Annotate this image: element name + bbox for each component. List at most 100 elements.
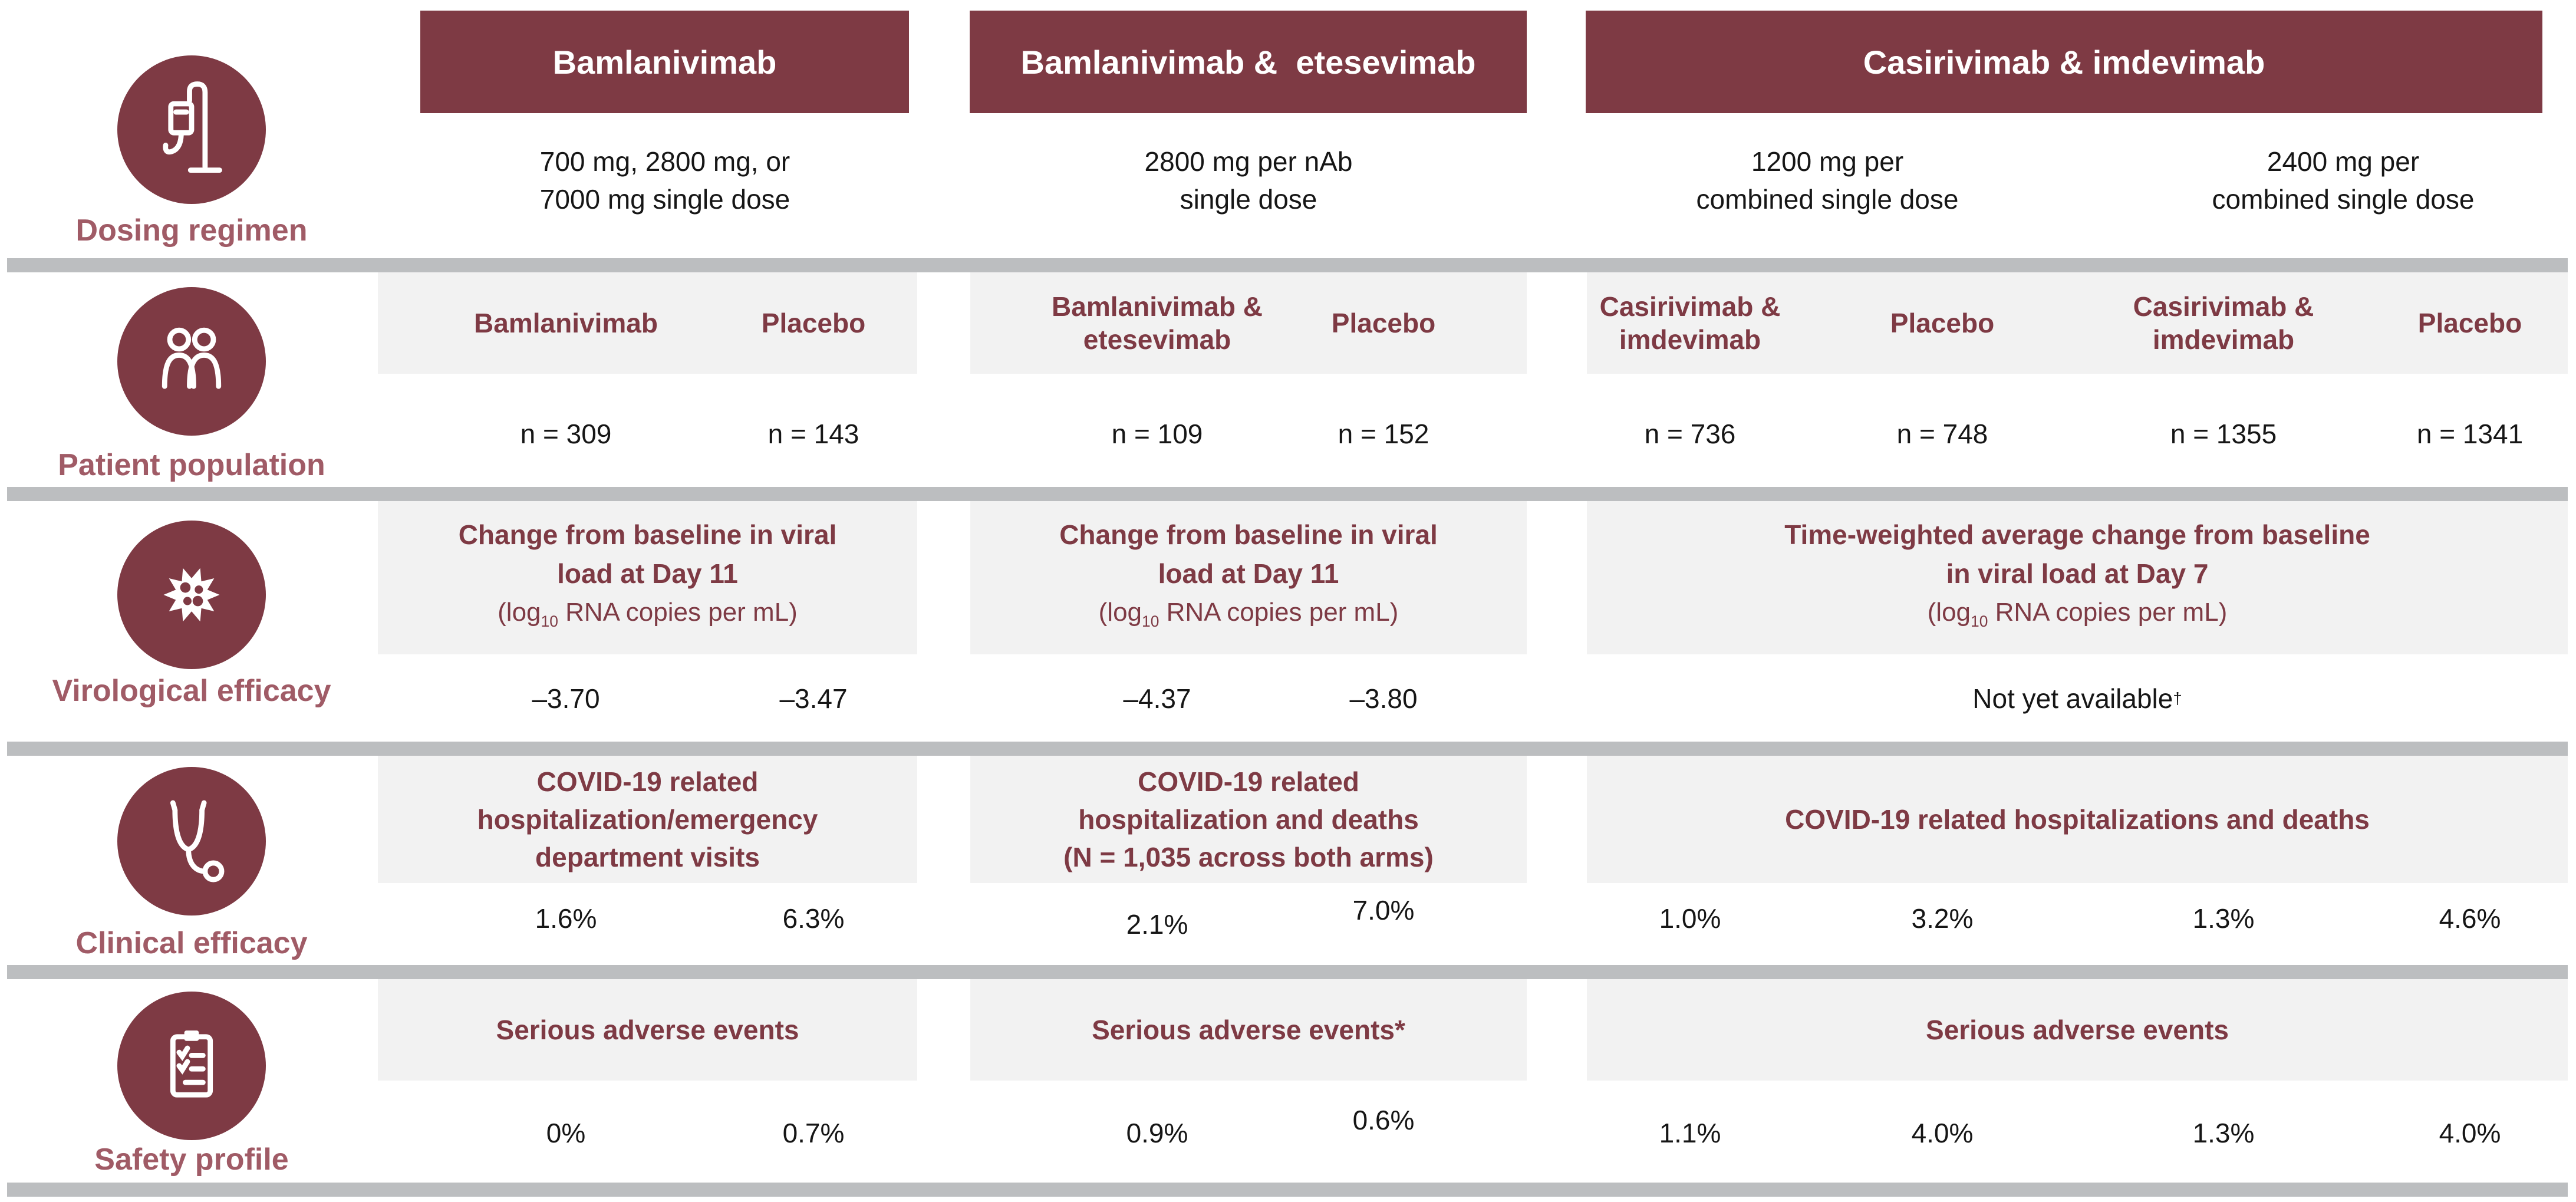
virological-value: –4.37	[1123, 683, 1191, 714]
clinical-value: 1.0%	[1659, 903, 1721, 934]
iv-drip-stand-icon	[163, 81, 222, 173]
population-value: n = 143	[767, 419, 859, 449]
outcome-unit: (log10 RNA copies per mL)	[1098, 597, 1399, 630]
virological-value: –3.70	[532, 683, 600, 714]
outcome-line: Serious adverse events	[1926, 1015, 2229, 1045]
clinical-value: 1.6%	[535, 903, 597, 934]
stethoscope-icon	[170, 800, 225, 882]
patient-group-icon	[117, 287, 266, 436]
outcome-line: COVID-19 related	[1138, 766, 1359, 797]
row-label-dosing: Dosing regimen	[75, 213, 308, 248]
outcome-line: Serious adverse events	[496, 1015, 799, 1045]
dagger-footnote-mark: †	[2173, 689, 2182, 707]
dose-line: 1200 mg per	[1751, 146, 1904, 177]
panel	[378, 979, 917, 1081]
pending-text: Not yet available	[1972, 683, 2173, 714]
outcome-line: in viral load at Day 7	[1946, 558, 2209, 589]
population-value: n = 309	[520, 419, 612, 449]
arm-header-line: Bamlanivimab	[474, 308, 658, 338]
outcome-line: Serious adverse events*	[1092, 1015, 1405, 1045]
outcome-line: Time-weighted average change from baseli…	[1784, 519, 2370, 550]
arm-header: Bamlanivimab	[442, 272, 690, 374]
panel	[1587, 272, 2568, 374]
arm-header-line: Placebo	[1890, 308, 1995, 338]
dose-line: combined single dose	[1696, 184, 1959, 215]
panel	[970, 272, 1527, 374]
dose-line: 7000 mg single dose	[539, 184, 790, 215]
row-divider	[7, 1183, 2568, 1197]
dose-cell: 2800 mg per nAb single dose	[1042, 143, 1455, 218]
clinical-value: 6.3%	[782, 903, 845, 934]
dose-line: 2400 mg per	[2267, 146, 2420, 177]
dose-cell: 700 mg, 2800 mg, or 7000 mg single dose	[459, 143, 871, 218]
iv-drip-stand-icon	[117, 55, 266, 204]
arm-header-line: Placebo	[2417, 308, 2522, 338]
group-header-bamlanivimab: Bamlanivimab	[420, 11, 909, 113]
patient-group-icon	[162, 327, 222, 389]
virological-outcome-heading: Change from baseline in viral load at Da…	[970, 501, 1527, 654]
population-value: n = 152	[1338, 419, 1429, 449]
arm-header-line: imdevimab	[2152, 324, 2295, 355]
arm-header: Placebo	[690, 272, 937, 374]
clinical-outcome-heading: COVID-19 related hospitalization and dea…	[970, 756, 1527, 883]
row-divider	[7, 742, 2568, 756]
virus-icon	[163, 568, 220, 622]
population-value: n = 109	[1111, 419, 1203, 449]
arm-header-line: Placebo	[1331, 308, 1436, 338]
arm-header-line: etesevimab	[1083, 324, 1231, 355]
arm-header-line: Placebo	[761, 308, 866, 338]
dose-cell: 2400 mg per combined single dose	[2137, 143, 2549, 218]
panel	[970, 756, 1527, 883]
safety-outcome-heading: Serious adverse events*	[970, 979, 1527, 1081]
safety-value: 1.3%	[2192, 1118, 2255, 1148]
clinical-outcome-heading: COVID-19 related hospitalizations and de…	[1587, 756, 2568, 883]
checklist-clipboard-icon	[170, 1030, 213, 1098]
virological-value: –3.80	[1349, 683, 1418, 714]
group-header-bam-etesevimab: Bamlanivimab & etesevimab	[970, 11, 1527, 113]
clinical-value: 7.0%	[1352, 895, 1415, 926]
population-value: n = 1341	[2416, 419, 2524, 449]
safety-outcome-heading: Serious adverse events	[378, 979, 917, 1081]
arm-header: Bamlanivimab & etesevimab	[1033, 272, 1281, 374]
safety-value: 4.0%	[1911, 1118, 1974, 1148]
arm-header-line: imdevimab	[1619, 324, 1761, 355]
safety-outcome-heading: Serious adverse events	[1587, 979, 2568, 1081]
virus-icon	[117, 521, 266, 669]
safety-value: 0%	[546, 1118, 586, 1148]
stethoscope-icon	[117, 767, 266, 916]
outcome-unit: (log10 RNA copies per mL)	[498, 597, 798, 630]
arm-header: Casirivimab & imdevimab	[2100, 272, 2347, 374]
outcome-line: load at Day 11	[1158, 558, 1339, 589]
clinical-outcome-heading: COVID-19 related hospitalization/emergen…	[378, 756, 917, 883]
outcome-line: hospitalization and deaths	[1078, 804, 1419, 835]
clinical-value: 4.6%	[2439, 903, 2501, 934]
virological-outcome-heading: Change from baseline in viral load at Da…	[378, 501, 917, 654]
safety-value: 4.0%	[2439, 1118, 2501, 1148]
panel	[1587, 501, 2568, 654]
outcome-unit: (log10 RNA copies per mL)	[1927, 597, 2228, 630]
clinical-value: 3.2%	[1911, 903, 1974, 934]
panel	[378, 756, 917, 883]
arm-header-line: Bamlanivimab &	[1052, 291, 1263, 322]
outcome-line: COVID-19 related hospitalizations and de…	[1785, 804, 2370, 835]
safety-value: 0.9%	[1126, 1118, 1188, 1148]
panel	[1587, 756, 2568, 883]
outcome-line: (N = 1,035 across both arms)	[1063, 842, 1434, 872]
dose-line: 700 mg, 2800 mg, or	[539, 146, 790, 177]
outcome-line: Change from baseline in viral	[458, 519, 837, 550]
arm-header: Placebo	[2370, 272, 2570, 374]
row-label-safety: Safety profile	[94, 1142, 289, 1177]
arm-header-line: Casirivimab &	[1599, 291, 1781, 322]
outcome-line: COVID-19 related	[536, 766, 759, 797]
row-divider	[7, 258, 2568, 272]
arm-header: Placebo	[1260, 272, 1507, 374]
safety-value: 0.6%	[1352, 1105, 1415, 1135]
panel	[970, 501, 1527, 654]
population-value: n = 1355	[2170, 419, 2277, 449]
population-value: n = 748	[1896, 419, 1988, 449]
outcome-line: department visits	[535, 842, 760, 872]
safety-value: 0.7%	[782, 1118, 845, 1148]
row-divider	[7, 487, 2568, 501]
virological-value-pending: Not yet available †	[1587, 681, 2568, 716]
